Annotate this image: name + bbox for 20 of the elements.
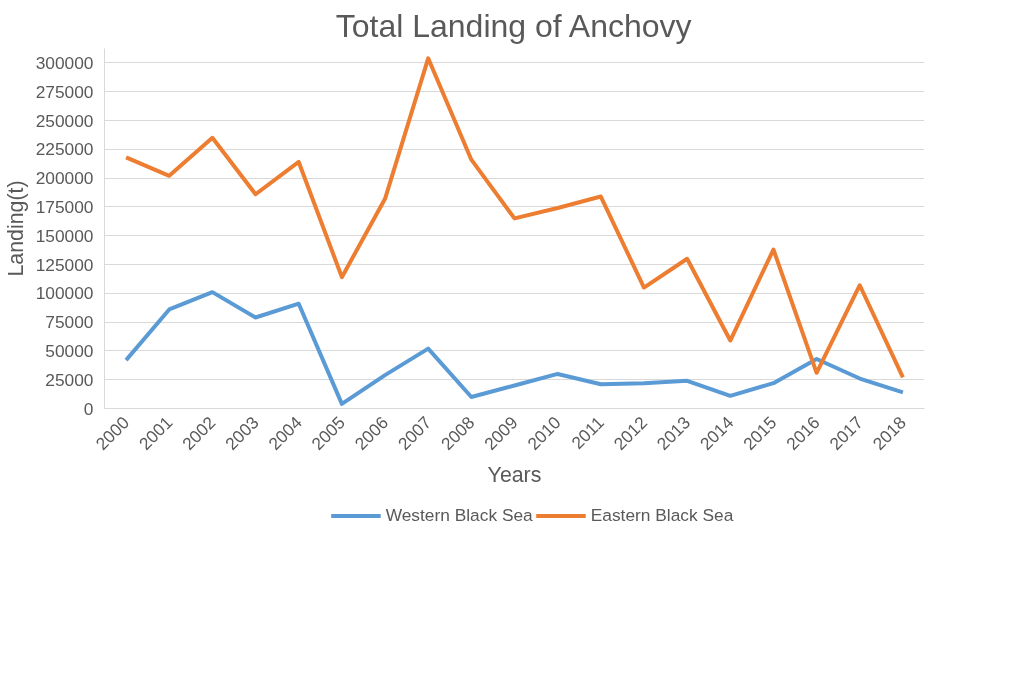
- y-tick-label: 200000: [35, 168, 94, 189]
- y-tick-label: 50000: [45, 340, 94, 361]
- y-tick-label: 75000: [45, 312, 94, 333]
- chart-title: Total Landing of Anchovy: [335, 7, 692, 44]
- y-tick-label: 0: [83, 398, 94, 419]
- legend-label: Eastern Black Sea: [590, 504, 734, 526]
- y-tick-label: 275000: [35, 81, 94, 102]
- y-tick-label: 100000: [35, 283, 94, 304]
- line-series: [124, 56, 905, 380]
- y-tick-label: 250000: [35, 110, 94, 131]
- y-tick-label: 125000: [35, 254, 94, 275]
- y-tick-label: 25000: [45, 369, 94, 390]
- line-series: [124, 290, 905, 406]
- legend-label: Western Black Sea: [385, 504, 533, 526]
- x-axis-title: Years: [487, 463, 542, 488]
- y-tick-label: 300000: [35, 52, 94, 73]
- y-tick-label: 150000: [35, 225, 94, 246]
- y-tick-label: 225000: [35, 139, 94, 160]
- y-tick-label: 175000: [35, 196, 94, 217]
- y-axis-title: Landing(t): [3, 180, 28, 277]
